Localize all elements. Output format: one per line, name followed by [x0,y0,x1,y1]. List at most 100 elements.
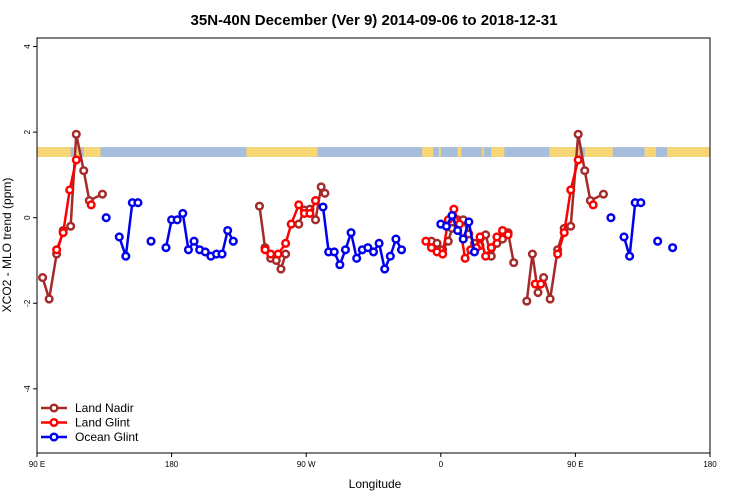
chart-title: 35N-40N December (Ver 9) 2014-09-06 to 2… [191,12,558,29]
data-point [580,166,590,176]
data-point [200,247,210,257]
data-point [254,201,265,211]
data-point [438,249,448,259]
band-land-segment [438,147,441,157]
data-point [509,258,519,268]
data-point [536,279,546,289]
data-point [310,215,321,225]
band-land-segment [422,147,434,157]
data-point [146,236,156,246]
data-point [189,236,199,246]
data-point [346,228,356,238]
data-point [385,251,395,261]
data-point [458,234,468,244]
data-point [460,253,470,263]
data-point [273,249,283,259]
data-point [335,260,345,270]
data-point [391,234,401,244]
data-point [503,230,513,240]
series-line [118,201,138,257]
data-point [101,213,111,223]
data-point [481,251,491,261]
surface-band [37,147,710,157]
band-land-segment [83,147,101,157]
data-point [453,225,463,236]
data-point [223,225,233,236]
y-tick-label: 0 [23,215,32,220]
legend-item-ocean-glint: Ocean Glint [41,430,139,444]
data-point [566,185,576,195]
data-point [441,221,451,231]
band-land-segment [644,147,656,157]
data-point [294,219,304,229]
data-point [114,232,124,242]
data-point [553,249,563,259]
x-tick-label: 90 E [567,460,583,469]
data-point [352,253,362,263]
axes: 90 E 180 90 W 0 90 E 180 -4 -2 0 2 4 [23,44,717,469]
band-land-segment [584,147,613,157]
data-point [566,221,576,231]
data-point [497,225,508,236]
data-point [668,243,678,253]
y-tick-label: 2 [23,129,32,134]
band-land-segment [246,147,318,157]
band-land-segment [457,147,462,157]
legend-label: Land Glint [75,416,130,430]
data-point [281,249,291,259]
data-point [281,238,291,248]
data-point [533,288,543,298]
series-land-nadir [38,129,608,306]
data-point [178,208,188,218]
data-point [52,245,62,255]
legend-item-land-nadir: Land Nadir [41,401,134,415]
data-point [310,196,321,206]
band-land-segment [667,147,710,157]
series-line [55,159,78,251]
data-point [340,245,351,255]
band-land-segment [491,147,505,157]
data-point [363,243,373,253]
band-land-segment [481,147,484,157]
legend-label: Land Nadir [75,401,134,415]
data-point [316,182,326,192]
data-point [588,200,598,210]
data-point [374,238,384,248]
data-point [329,247,339,257]
data-point [217,249,227,259]
data-point [266,249,276,259]
data-point [121,251,131,261]
series-group [38,129,678,306]
data-point [276,264,286,274]
band-ocean [37,147,710,157]
data-point [183,245,193,255]
data-point [469,247,480,257]
data-point [318,202,328,212]
data-point [545,294,555,304]
x-tick-label: 90 W [297,460,316,469]
data-point [294,200,304,210]
y-tick-label: -2 [23,299,32,307]
x-tick-label: 0 [439,460,444,469]
data-point [559,228,569,238]
data-point [305,208,315,218]
data-point [606,213,616,223]
x-tick-label: 90 E [29,460,45,469]
legend-label: Ocean Glint [75,430,139,444]
data-point [79,166,89,176]
data-point [625,251,635,261]
series-ocean-glint [101,198,678,274]
data-point [475,232,485,242]
data-point [97,189,107,199]
data-point [619,232,629,242]
data-point [368,247,379,257]
data-point [260,245,270,255]
data-point [286,219,296,229]
band-land-segment [37,147,71,157]
data-point [636,198,646,208]
y-axis-label: XCO2 - MLO trend (ppm) [0,178,14,313]
legend-marker [49,432,59,442]
data-point [492,232,502,242]
